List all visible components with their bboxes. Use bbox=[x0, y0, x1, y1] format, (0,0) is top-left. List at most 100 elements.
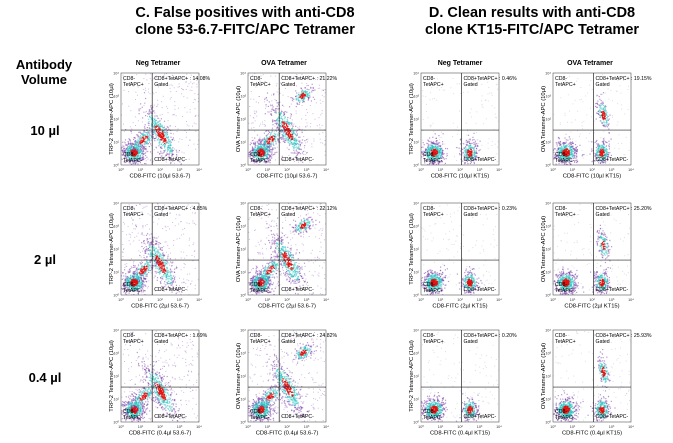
row-label-2ul: 2 µl bbox=[34, 252, 56, 267]
quadrant-ul-label-2: TetAPC+ bbox=[423, 212, 444, 218]
x-axis-label: CD8-FITC (2µl 53.6-7) bbox=[258, 304, 316, 310]
x-axis-label: CD8-FITC (10µl KT15) bbox=[431, 174, 489, 180]
y-tick-label: 10¹ bbox=[546, 271, 552, 275]
quadrant-ul-label-2: TetAPC+ bbox=[555, 212, 576, 218]
tetramer-pos-population bbox=[595, 224, 613, 269]
quadrant-ul-label-2: TetAPC+ bbox=[250, 82, 271, 88]
y-axis-label: OVA Tetramer-APC (10µl) bbox=[236, 86, 242, 152]
y-tick-label: 10² bbox=[114, 375, 120, 379]
y-axis-label: OVA Tetramer-APC (10µl) bbox=[541, 216, 547, 282]
y-tick-label: 10⁴ bbox=[545, 72, 551, 76]
panel-c-title-line1: C. False positives with anti-CD8 bbox=[135, 5, 355, 21]
quadrant-ur-label: CD8+TetAPC+ : 0.23% bbox=[464, 206, 517, 212]
x-tick-label: 10⁴ bbox=[496, 425, 502, 429]
panel-d-title-line2: clone KT15-FITC/APC Tetramer bbox=[424, 22, 640, 38]
cd8-pos-population bbox=[587, 394, 616, 422]
x-tick-label: 10³ bbox=[304, 298, 310, 302]
y-tick-label: 10¹ bbox=[114, 398, 120, 402]
x-axis-label: CD8-FITC (0.4µl KT15) bbox=[562, 431, 622, 437]
y-tick-label: 10¹ bbox=[241, 398, 247, 402]
quadrant-ur-label: CD8+TetAPC+ : 1.69% bbox=[154, 333, 207, 339]
diagonal-smear bbox=[252, 251, 291, 291]
y-tick-label: 10³ bbox=[546, 225, 552, 229]
cd8-pos-population bbox=[456, 132, 481, 165]
x-tick-label: 10¹ bbox=[570, 425, 576, 429]
quadrant-ll-label: CD8- bbox=[423, 152, 435, 158]
x-tick-label: 10³ bbox=[609, 168, 615, 172]
scatter-plot-11: CD8-TetAPC+CD8+TetAPC+ : 25.93%GatedCD8-… bbox=[541, 329, 652, 437]
quadrant-lr-label: CD8+TetAPC- bbox=[154, 414, 187, 420]
event-dots bbox=[248, 73, 326, 165]
y-tick-label: 10² bbox=[241, 118, 247, 122]
y-tick-label: 10² bbox=[414, 118, 420, 122]
scatter-plot-7: CD8-TetAPC+CD8+TetAPC+ : 25.20%GatedCD8-… bbox=[541, 202, 652, 310]
x-tick-label: 10³ bbox=[609, 298, 615, 302]
x-tick-label: 10⁴ bbox=[628, 168, 634, 172]
y-tick-label: 10¹ bbox=[414, 271, 420, 275]
y-axis-label: TRP-2 Tetramer-APC (10µl) bbox=[109, 83, 115, 155]
x-axis-label: CD8-FITC (0.4µl KT15) bbox=[430, 431, 490, 437]
quadrant-ur-gated: Gated bbox=[464, 339, 478, 345]
scatter-plot-10: CD8-TetAPC+CD8+TetAPC+ : 0.20%GatedCD8-T… bbox=[409, 329, 517, 437]
x-axis-label: CD8-FITC (10µl KT15) bbox=[563, 174, 621, 180]
cd8-pos-population bbox=[589, 138, 612, 164]
y-tick-label: 10⁴ bbox=[545, 329, 551, 333]
y-tick-label: 10³ bbox=[414, 95, 420, 99]
quadrant-ul-label: CD8- bbox=[123, 76, 135, 82]
quadrant-lr-label: CD8+TetAPC- bbox=[154, 157, 187, 163]
cd8-neg-population bbox=[421, 264, 450, 295]
quadrant-ur-gated: Gated bbox=[464, 82, 478, 88]
x-tick-label: 10² bbox=[284, 425, 290, 429]
x-axis-label: CD8-FITC (2µl KT15) bbox=[564, 304, 619, 310]
y-tick-label: 10⁰ bbox=[113, 421, 119, 425]
x-tick-label: 10² bbox=[157, 168, 163, 172]
x-tick-label: 10⁴ bbox=[628, 425, 634, 429]
y-tick-label: 10³ bbox=[546, 352, 552, 356]
x-tick-label: 10⁰ bbox=[550, 298, 556, 302]
quadrant-lr-label: CD8+TetAPC- bbox=[281, 414, 314, 420]
x-tick-label: 10¹ bbox=[265, 168, 271, 172]
x-tick-label: 10² bbox=[589, 298, 595, 302]
y-axis-label: TRP-2 Tetramer-APC (10µl) bbox=[109, 340, 115, 412]
x-tick-label: 10¹ bbox=[265, 425, 271, 429]
y-tick-label: 10³ bbox=[546, 95, 552, 99]
quadrant-lr-label: CD8+TetAPC- bbox=[596, 414, 629, 420]
quadrant-ul-label-2: TetAPC+ bbox=[555, 82, 576, 88]
x-tick-label: 10¹ bbox=[438, 298, 444, 302]
y-axis-label: OVA Tetramer-APC (10µl) bbox=[541, 343, 547, 409]
y-tick-label: 10² bbox=[414, 248, 420, 252]
y-tick-label: 10¹ bbox=[241, 271, 247, 275]
y-tick-label: 10⁴ bbox=[413, 329, 419, 333]
y-tick-label: 10² bbox=[241, 248, 247, 252]
y-tick-label: 10² bbox=[546, 375, 552, 379]
x-tick-label: 10⁰ bbox=[118, 168, 124, 172]
quadrant-ll-label: CD8- bbox=[250, 409, 262, 415]
y-tick-label: 10³ bbox=[114, 95, 120, 99]
x-tick-label: 10⁴ bbox=[323, 168, 329, 172]
quadrant-lr-label: CD8+TetAPC- bbox=[281, 157, 314, 163]
quadrant-ur-label: CD8+TetAPC+ : 21.22% bbox=[281, 76, 337, 82]
x-tick-label: 10² bbox=[284, 298, 290, 302]
x-tick-label: 10¹ bbox=[438, 168, 444, 172]
quadrant-ul-label: CD8- bbox=[555, 76, 567, 82]
event-dots bbox=[248, 203, 326, 295]
plot-frame bbox=[420, 329, 500, 423]
y-tick-label: 10⁴ bbox=[240, 329, 246, 333]
quadrant-ll-label-2: TetAPC- bbox=[555, 158, 575, 164]
x-tick-label: 10² bbox=[284, 168, 290, 172]
y-tick-label: 10¹ bbox=[114, 141, 120, 145]
x-tick-label: 10⁰ bbox=[118, 425, 124, 429]
scatter-plot-0: CD8-TetAPC+CD8+TetAPC+ : 14.08%GatedCD8-… bbox=[109, 72, 211, 180]
cd8-neg-population bbox=[553, 266, 585, 295]
x-tick-label: 10⁰ bbox=[418, 425, 424, 429]
scatter-plot-5: CD8-TetAPC+CD8+TetAPC+ : 22.12%GatedCD8-… bbox=[236, 202, 338, 310]
cd8-pos-population bbox=[590, 265, 611, 295]
y-tick-label: 10¹ bbox=[546, 141, 552, 145]
quadrant-ul-label-2: TetAPC+ bbox=[250, 212, 271, 218]
x-tick-label: 10³ bbox=[304, 425, 310, 429]
event-dots bbox=[121, 330, 199, 422]
col-header-neg-d: Neg Tetramer bbox=[437, 60, 483, 67]
event-dots bbox=[553, 74, 631, 165]
quadrant-ll-label-2: TetAPC- bbox=[123, 415, 143, 421]
scatter-plot-2: CD8-TetAPC+CD8+TetAPC+ : 0.46%GatedCD8-T… bbox=[409, 72, 517, 180]
